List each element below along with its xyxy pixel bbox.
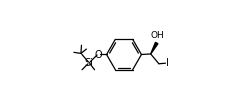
Polygon shape: [151, 42, 158, 54]
Text: I: I: [166, 58, 169, 68]
Text: O: O: [94, 49, 102, 60]
Text: Si: Si: [85, 58, 93, 68]
Text: OH: OH: [150, 31, 164, 40]
